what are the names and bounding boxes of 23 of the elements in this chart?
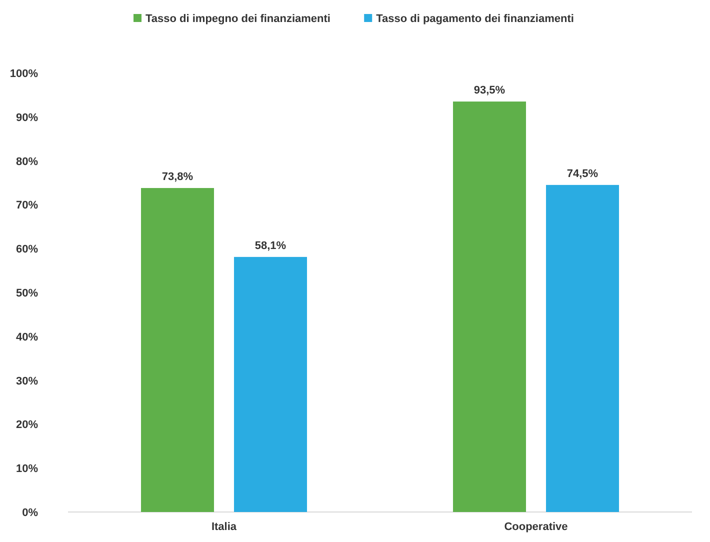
y-tick-label: 80% [16,156,38,168]
x-tick-label: Italia [211,521,238,533]
y-tick-label: 10% [16,463,38,476]
bar [141,188,214,512]
bar [234,256,307,512]
y-tick-label: 60% [16,244,38,256]
data-label: 73,8% [162,171,194,184]
y-tick-label: 50% [16,288,38,300]
y-tick-label: 40% [16,331,38,344]
y-tick-label: 0% [22,507,38,519]
y-tick-label: 70% [16,200,38,212]
x-tick-label: Cooperative [504,521,568,533]
data-label: 93,5% [474,84,506,97]
bar [453,102,526,512]
y-tick-label: 30% [16,375,38,388]
bar [546,184,619,512]
legend-label: Tasso di impegno dei finanziamenti [146,13,330,25]
y-tick-label: 90% [16,112,38,124]
data-label: 58,1% [254,240,286,252]
legend-label: Tasso di pagamento dei finanziamenti [376,13,574,25]
data-label: 74,5% [566,168,598,180]
y-tick-label: 100% [10,68,38,80]
y-tick-label: 20% [16,419,38,432]
